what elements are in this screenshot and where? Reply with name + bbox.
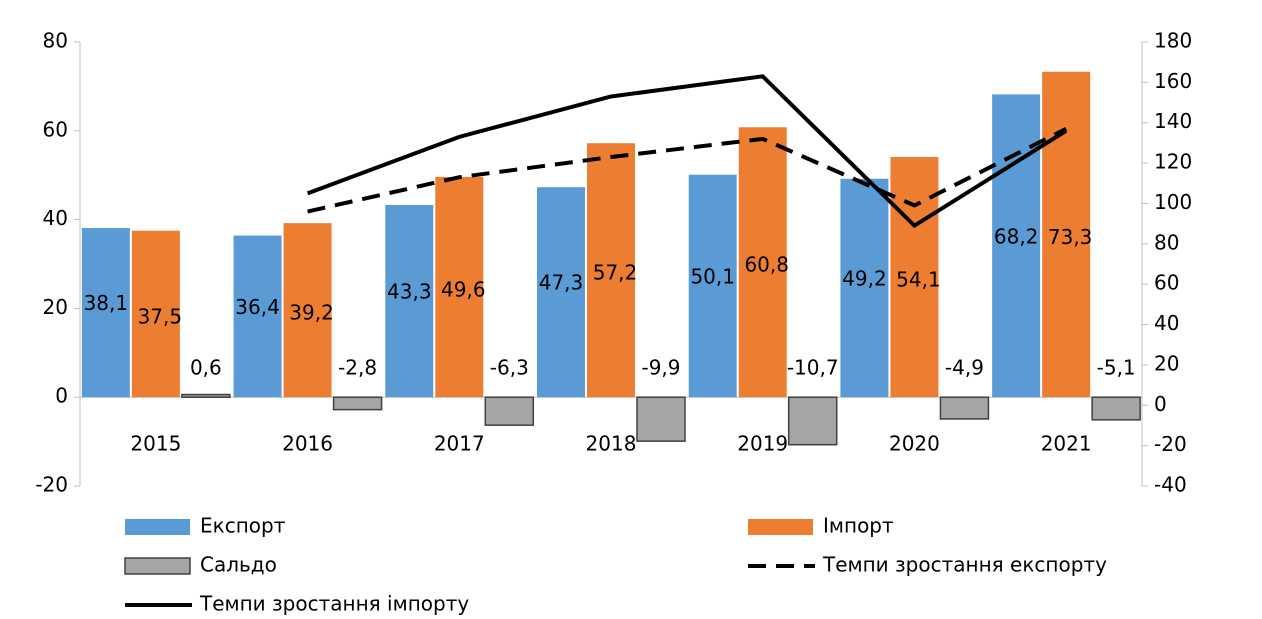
data-label: -2,8 <box>338 356 377 380</box>
y2-tick-label: 140 <box>1154 109 1192 133</box>
x-tick-label: 2020 <box>889 432 940 456</box>
data-label: -6,3 <box>490 356 529 380</box>
legend-label: Сальдо <box>200 553 277 577</box>
bar <box>484 396 535 426</box>
data-label: 47,3 <box>539 271 584 295</box>
y-tick-label: 20 <box>43 295 68 319</box>
data-label: 60,8 <box>744 253 789 277</box>
x-tick-label: 2021 <box>1041 432 1092 456</box>
bar <box>81 228 130 398</box>
bar <box>738 127 787 398</box>
y2-tick-label: 180 <box>1154 29 1192 53</box>
bar <box>332 396 383 411</box>
data-label: -5,1 <box>1097 356 1136 380</box>
legend-label: Імпорт <box>823 514 894 538</box>
y-tick-label: -20 <box>35 473 68 497</box>
legend-swatch <box>748 519 813 535</box>
legend-label: Темпи зростання імпорту <box>199 592 469 616</box>
legend-swatch <box>124 557 191 575</box>
x-tick-label: 2016 <box>282 432 333 456</box>
y2-tick-label: 0 <box>1154 392 1167 416</box>
y2-tick-label: -20 <box>1154 432 1187 456</box>
bar <box>283 223 332 398</box>
bar <box>435 176 484 398</box>
bar <box>385 204 434 398</box>
y-tick-label: 0 <box>55 384 68 408</box>
legend-label: Експорт <box>200 514 286 538</box>
y-tick-label: 60 <box>43 117 68 141</box>
data-label: 50,1 <box>690 264 735 288</box>
data-label: 54,1 <box>896 268 941 292</box>
legend-label: Темпи зростання експорту <box>822 553 1107 577</box>
y2-tick-label: 40 <box>1154 311 1179 335</box>
y2-tick-label: 160 <box>1154 69 1192 93</box>
data-label: 49,2 <box>842 266 887 290</box>
data-label: 68,2 <box>994 224 1039 248</box>
bar <box>1042 71 1091 398</box>
bar <box>787 396 838 446</box>
data-label: 43,3 <box>387 280 432 304</box>
y2-tick-label: 20 <box>1154 351 1179 375</box>
data-label: -4,9 <box>945 356 984 380</box>
bar <box>131 230 180 398</box>
y-tick-label: 40 <box>43 206 68 230</box>
data-label: 73,3 <box>1048 225 1093 249</box>
bar <box>587 143 635 398</box>
bar <box>636 396 686 442</box>
bar <box>1091 396 1141 421</box>
y-tick-label: 80 <box>43 29 68 53</box>
x-tick-label: 2019 <box>737 432 788 456</box>
bar <box>181 393 231 398</box>
bar <box>233 235 282 398</box>
bar <box>939 396 990 420</box>
data-label: 0,6 <box>190 356 222 380</box>
data-label: 36,4 <box>235 295 280 319</box>
y2-tick-label: 60 <box>1154 271 1179 295</box>
line <box>306 74 1068 229</box>
y2-tick-label: -40 <box>1154 473 1187 497</box>
x-tick-label: 2018 <box>586 432 637 456</box>
data-label: 37,5 <box>138 304 183 328</box>
data-label: 57,2 <box>593 261 638 285</box>
bar <box>840 178 889 398</box>
x-tick-label: 2015 <box>130 432 181 456</box>
data-label: 39,2 <box>289 301 334 325</box>
line <box>307 126 1068 214</box>
data-label: 49,6 <box>441 278 486 302</box>
legend-swatch <box>125 519 190 535</box>
y2-tick-label: 120 <box>1154 150 1192 174</box>
data-label: -9,9 <box>641 356 680 380</box>
y2-tick-label: 100 <box>1154 190 1192 214</box>
x-tick-label: 2017 <box>434 432 485 456</box>
bar <box>537 187 585 398</box>
data-label: 38,1 <box>84 291 129 315</box>
data-label: -10,7 <box>787 356 839 380</box>
bar <box>688 174 737 398</box>
y2-tick-label: 80 <box>1154 230 1179 254</box>
